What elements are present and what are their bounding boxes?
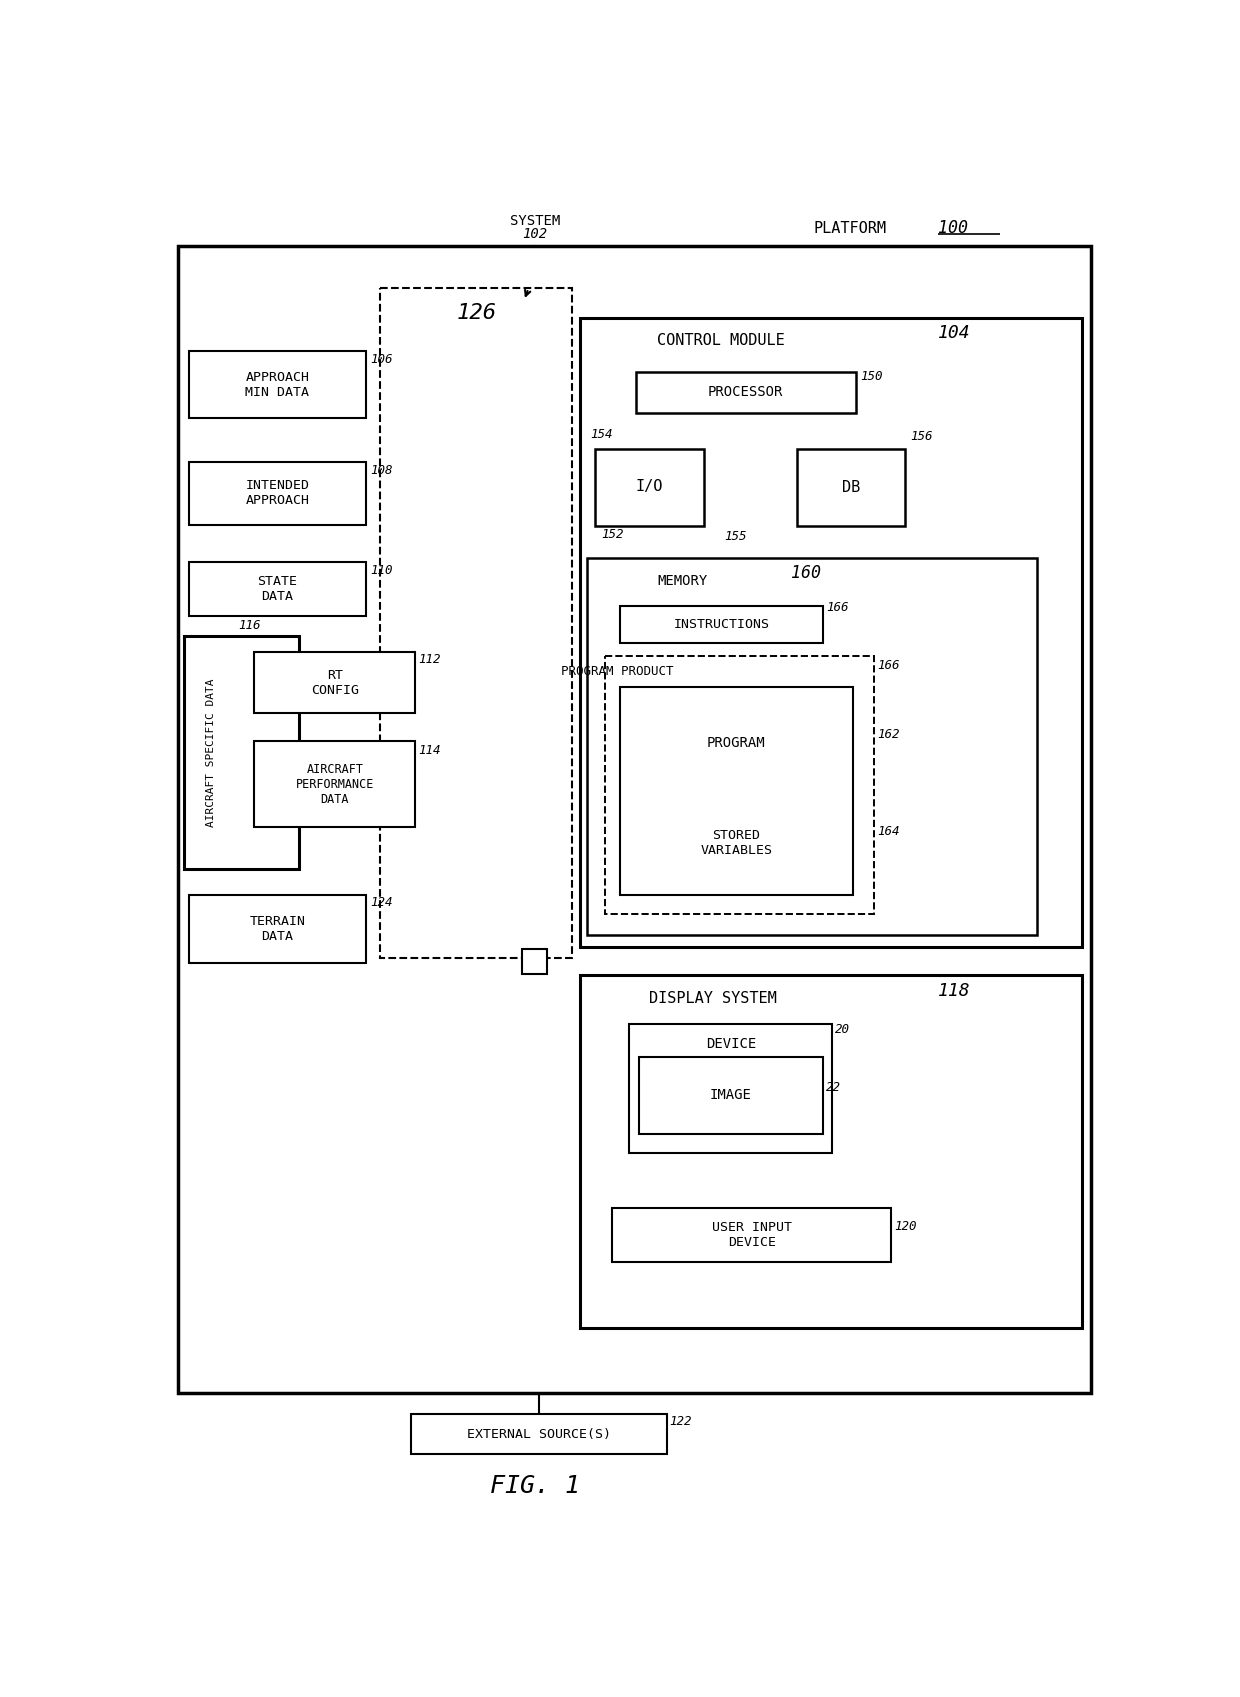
Text: 160: 160	[791, 563, 821, 582]
Text: TERRAIN
DATA: TERRAIN DATA	[249, 915, 305, 944]
Text: 100: 100	[937, 219, 967, 238]
Bar	[595, 448, 704, 526]
Text: 124: 124	[371, 896, 393, 910]
Text: 166: 166	[826, 601, 848, 614]
Bar	[254, 652, 415, 713]
Bar	[797, 448, 905, 526]
Text: 112: 112	[419, 653, 441, 665]
Bar	[620, 687, 853, 894]
Text: 166: 166	[878, 658, 900, 672]
Text: 155: 155	[724, 529, 748, 543]
Text: 150: 150	[861, 370, 883, 382]
Text: PLATFORM: PLATFORM	[813, 221, 887, 236]
Bar	[379, 288, 572, 959]
Text: 156: 156	[910, 429, 932, 443]
Bar	[185, 636, 299, 869]
Text: 118: 118	[937, 981, 971, 1000]
Text: 110: 110	[371, 563, 393, 577]
Text: 162: 162	[878, 728, 900, 742]
Bar	[179, 246, 1091, 1393]
Bar	[605, 657, 874, 915]
Text: INTENDED
APPROACH: INTENDED APPROACH	[246, 479, 310, 507]
Text: EXTERNAL SOURCE(S): EXTERNAL SOURCE(S)	[466, 1427, 610, 1441]
Text: I/O: I/O	[636, 480, 663, 494]
Text: 114: 114	[419, 743, 441, 757]
Text: 164: 164	[878, 825, 900, 838]
Text: 20: 20	[836, 1023, 851, 1035]
Text: STORED
VARIABLES: STORED VARIABLES	[701, 828, 773, 857]
Text: 116: 116	[238, 619, 262, 631]
Text: 106: 106	[371, 353, 393, 365]
Bar	[188, 894, 366, 962]
Text: CONTROL MODULE: CONTROL MODULE	[657, 333, 785, 348]
Text: 102: 102	[522, 227, 547, 241]
Text: IMAGE: IMAGE	[709, 1088, 751, 1103]
Bar	[639, 1057, 823, 1134]
Bar	[629, 1023, 832, 1152]
Text: 152: 152	[601, 528, 624, 541]
Bar	[188, 562, 366, 616]
Text: SYSTEM: SYSTEM	[510, 214, 560, 227]
Text: PROGRAM: PROGRAM	[707, 735, 765, 750]
Text: AIRCRAFT
PERFORMANCE
DATA: AIRCRAFT PERFORMANCE DATA	[295, 762, 374, 806]
Bar	[588, 558, 1037, 935]
Bar	[613, 1208, 892, 1263]
Bar	[620, 606, 823, 643]
Text: PROGRAM PRODUCT: PROGRAM PRODUCT	[560, 665, 673, 679]
Text: 104: 104	[937, 324, 971, 343]
Bar	[522, 949, 547, 974]
Text: 22: 22	[826, 1081, 841, 1095]
Bar	[580, 976, 1081, 1327]
Text: USER INPUT
DEVICE: USER INPUT DEVICE	[712, 1222, 792, 1249]
Bar	[635, 372, 857, 412]
Text: MEMORY: MEMORY	[657, 574, 707, 587]
Text: 108: 108	[371, 463, 393, 477]
Text: APPROACH
MIN DATA: APPROACH MIN DATA	[246, 370, 310, 399]
Text: 126: 126	[456, 304, 497, 322]
Text: DEVICE: DEVICE	[706, 1037, 756, 1052]
Bar	[580, 317, 1081, 947]
Bar	[188, 351, 366, 417]
Text: 154: 154	[590, 428, 613, 441]
Bar	[410, 1414, 667, 1454]
Text: INSTRUCTIONS: INSTRUCTIONS	[673, 618, 770, 631]
Text: RT
CONFIG: RT CONFIG	[311, 669, 358, 696]
Text: DB: DB	[842, 480, 861, 494]
Text: 120: 120	[894, 1220, 916, 1232]
Bar	[188, 462, 366, 524]
Text: 122: 122	[670, 1415, 692, 1429]
Bar	[254, 742, 415, 828]
Text: FIG. 1: FIG. 1	[490, 1473, 580, 1498]
Text: DISPLAY SYSTEM: DISPLAY SYSTEM	[649, 991, 777, 1006]
Text: PROCESSOR: PROCESSOR	[708, 385, 784, 399]
Text: STATE
DATA: STATE DATA	[258, 575, 298, 604]
Text: AIRCRAFT SPECIFIC DATA: AIRCRAFT SPECIFIC DATA	[206, 679, 216, 826]
